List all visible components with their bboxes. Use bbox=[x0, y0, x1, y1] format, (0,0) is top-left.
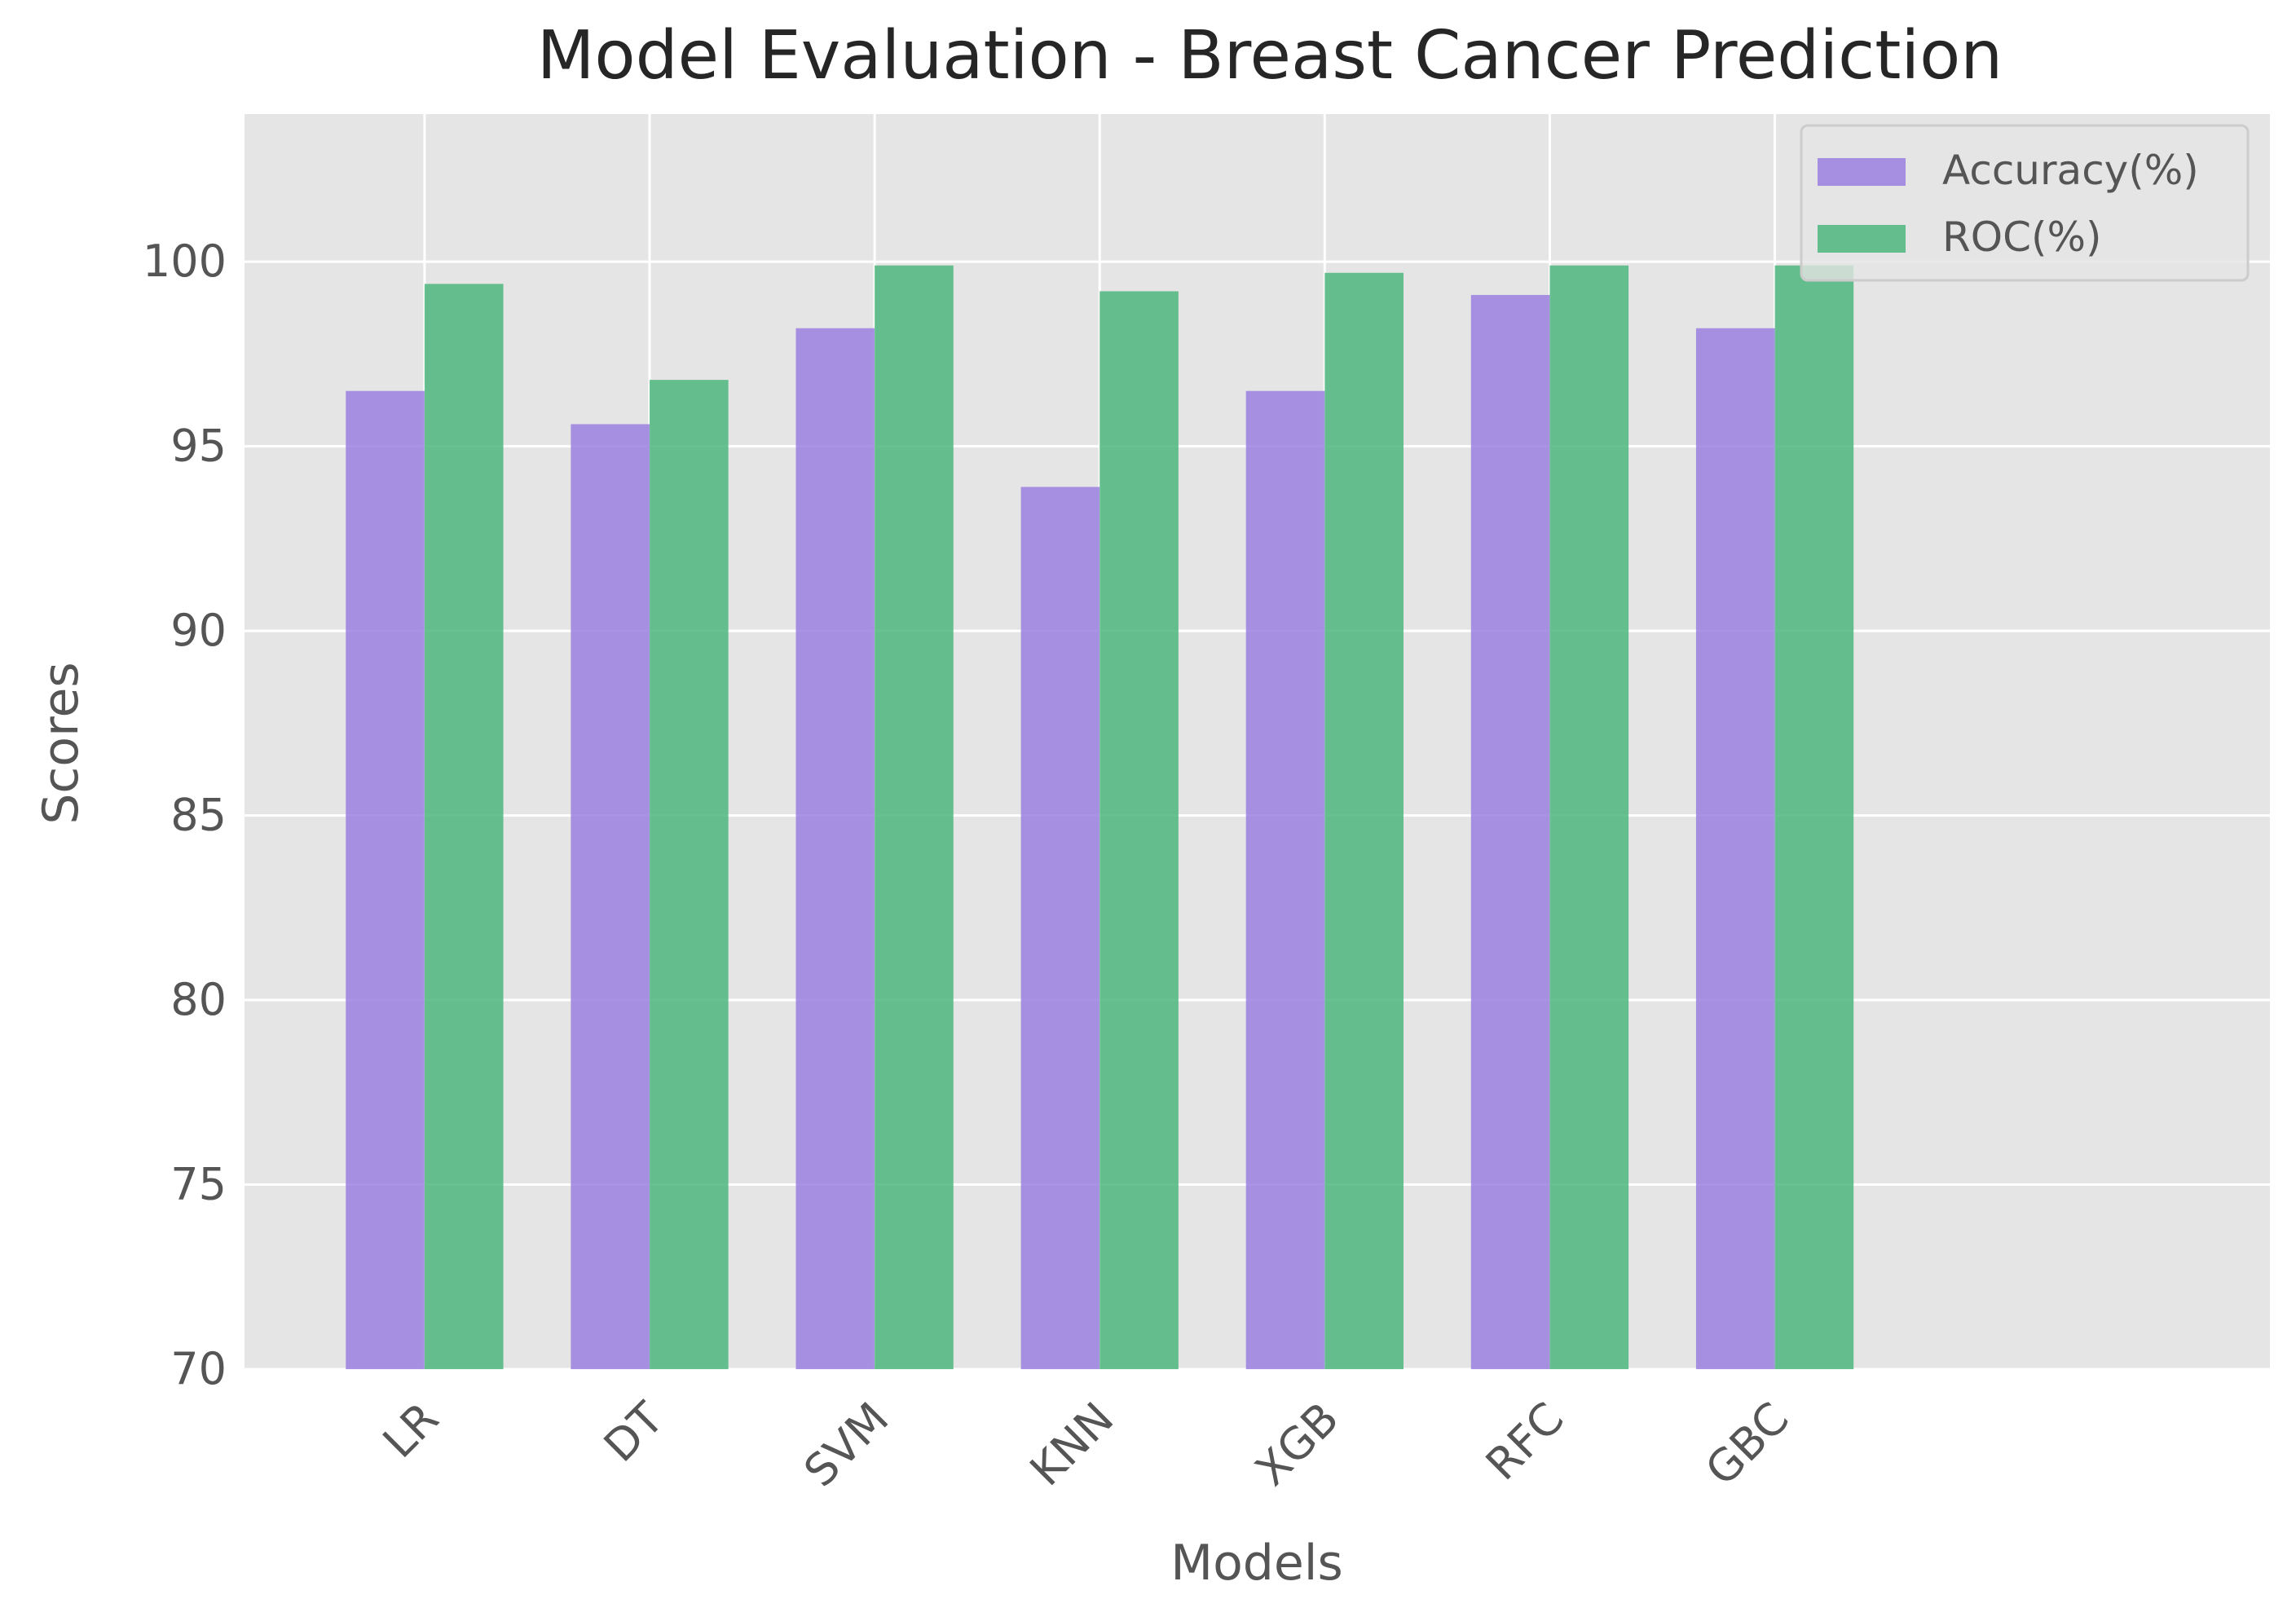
bars bbox=[346, 265, 1854, 1370]
bar-accuracy-gbc bbox=[1695, 328, 1775, 1370]
legend-label-accuracy: Accuracy(%) bbox=[1942, 147, 2199, 194]
bar-roc-gbc bbox=[1774, 265, 1854, 1370]
x-tick-label: KNN bbox=[1020, 1393, 1124, 1496]
legend-swatch-accuracy bbox=[1818, 158, 1906, 186]
y-tick-labels: 70 75 80 85 90 95 100 bbox=[143, 236, 227, 1394]
legend: Accuracy(%) ROC(%) bbox=[1800, 124, 2250, 282]
bar-roc-knn bbox=[1100, 291, 1179, 1370]
bar-roc-lr bbox=[424, 284, 504, 1370]
legend-label-roc: ROC(%) bbox=[1942, 214, 2102, 261]
y-tick-label: 85 bbox=[170, 790, 227, 841]
y-tick-label: 75 bbox=[170, 1159, 227, 1210]
x-tick-label: XGB bbox=[1245, 1393, 1348, 1495]
y-axis-label: Scores bbox=[33, 662, 90, 824]
bar-roc-xgb bbox=[1324, 272, 1404, 1370]
bar-roc-rfc bbox=[1549, 265, 1629, 1370]
bar-roc-dt bbox=[650, 380, 729, 1369]
bar-accuracy-lr bbox=[346, 390, 425, 1370]
bar-accuracy-dt bbox=[571, 424, 650, 1369]
x-tick-label: RFC bbox=[1476, 1393, 1574, 1491]
y-tick-label: 70 bbox=[170, 1343, 227, 1394]
bar-accuracy-xgb bbox=[1245, 390, 1325, 1370]
bar-accuracy-rfc bbox=[1470, 294, 1550, 1369]
x-tick-labels: LR DT SVM KNN XGB RFC GBC bbox=[373, 1392, 1799, 1497]
bar-roc-svm bbox=[875, 265, 954, 1370]
x-tick-label: DT bbox=[594, 1392, 674, 1472]
bar-accuracy-knn bbox=[1020, 487, 1100, 1369]
legend-swatch-roc bbox=[1818, 225, 1906, 253]
y-tick-label: 80 bbox=[170, 974, 227, 1025]
x-axis-label: Models bbox=[1170, 1535, 1342, 1592]
chart-title: Model Evaluation - Breast Cancer Predict… bbox=[537, 17, 2003, 95]
y-tick-label: 100 bbox=[143, 236, 227, 287]
legend-box bbox=[1800, 124, 2250, 282]
x-tick-label: GBC bbox=[1695, 1393, 1798, 1495]
y-tick-label: 90 bbox=[170, 605, 227, 656]
x-tick-label: SVM bbox=[794, 1393, 898, 1497]
y-tick-label: 95 bbox=[170, 421, 227, 472]
bar-accuracy-svm bbox=[795, 328, 875, 1370]
x-tick-label: LR bbox=[373, 1393, 448, 1468]
